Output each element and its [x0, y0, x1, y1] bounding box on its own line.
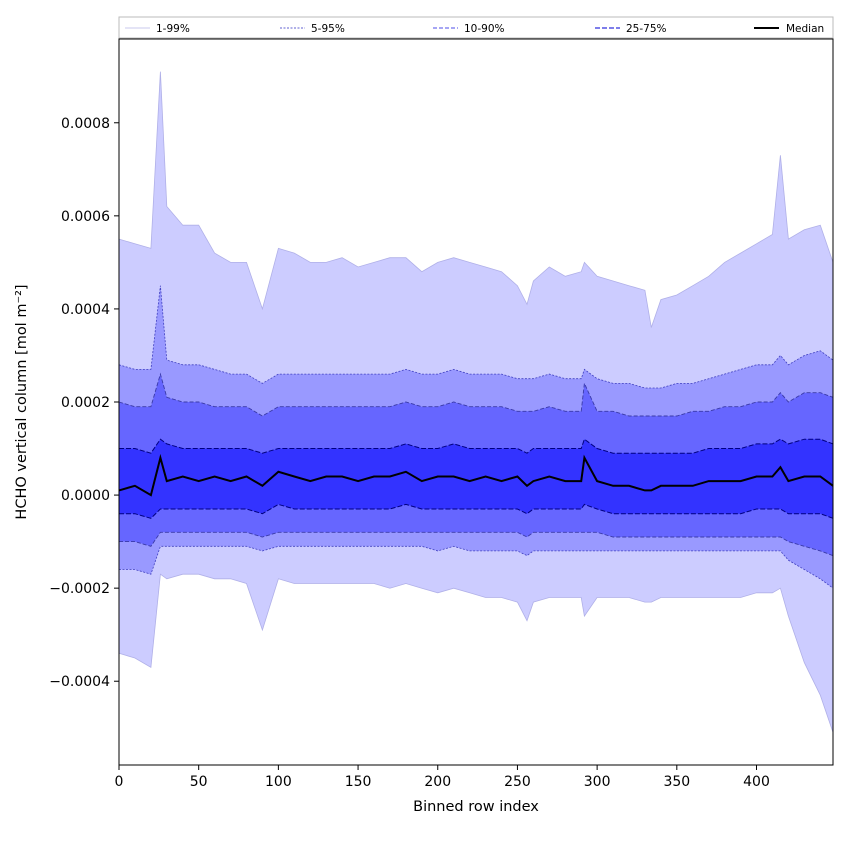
legend: 1-99% 5-95% 10-90% 25-75% Median: [118, 16, 834, 39]
y-tick-label: 0.0002: [61, 395, 110, 411]
y-tick-label: 0.0008: [61, 116, 110, 132]
legend-label-1-99: 1-99%: [156, 23, 190, 35]
x-axis-title: Binned row index: [413, 799, 539, 815]
x-tick-label: 100: [265, 774, 292, 790]
line-25-75-lower: [119, 503, 834, 519]
line-25-75-upper: [119, 438, 834, 454]
legend-label-25-75: 25-75%: [626, 23, 667, 35]
x-tick-label: 200: [424, 774, 451, 790]
legend-box: [118, 16, 834, 39]
line-5-95-lower: [119, 545, 834, 589]
y-tick-label: 0.0000: [61, 488, 110, 504]
percentile-lines: [118, 71, 834, 733]
legend-label-10-90: 10-90%: [464, 23, 505, 35]
x-axis: 0 50 100 150 200 250 300 350 400: [115, 765, 770, 790]
legend-label-median: Median: [786, 23, 824, 35]
x-tick-label: 50: [190, 774, 208, 790]
line-5-95-upper: [118, 285, 834, 389]
x-tick-label: 350: [663, 774, 690, 790]
line-median: [118, 453, 834, 497]
y-tick-label: 0.0004: [61, 302, 110, 318]
x-tick-label: 250: [504, 774, 531, 790]
x-tick-label: 150: [345, 774, 372, 790]
y-tick-label: −0.0002: [49, 581, 110, 597]
line-10-90-lower: [119, 531, 834, 557]
x-tick-label: 300: [584, 774, 611, 790]
y-tick-label: 0.0006: [61, 209, 110, 225]
median-series: [118, 453, 834, 497]
x-tick-label: 0: [115, 774, 124, 790]
line-1-99-upper: [118, 71, 834, 328]
y-axis: −0.0004 −0.0002 0.0000 0.0002 0.0004 0.0006 0.…: [49, 116, 119, 690]
percentile-bands: [119, 71, 833, 733]
x-tick-label: 400: [743, 774, 770, 790]
y-axis-title: HCHO vertical column [mol m⁻²]: [14, 284, 30, 519]
y-tick-label: −0.0004: [49, 674, 110, 690]
legend-label-5-95: 5-95%: [311, 23, 345, 35]
line-1-99-lower: [118, 573, 834, 733]
line-10-90-upper: [118, 372, 834, 417]
